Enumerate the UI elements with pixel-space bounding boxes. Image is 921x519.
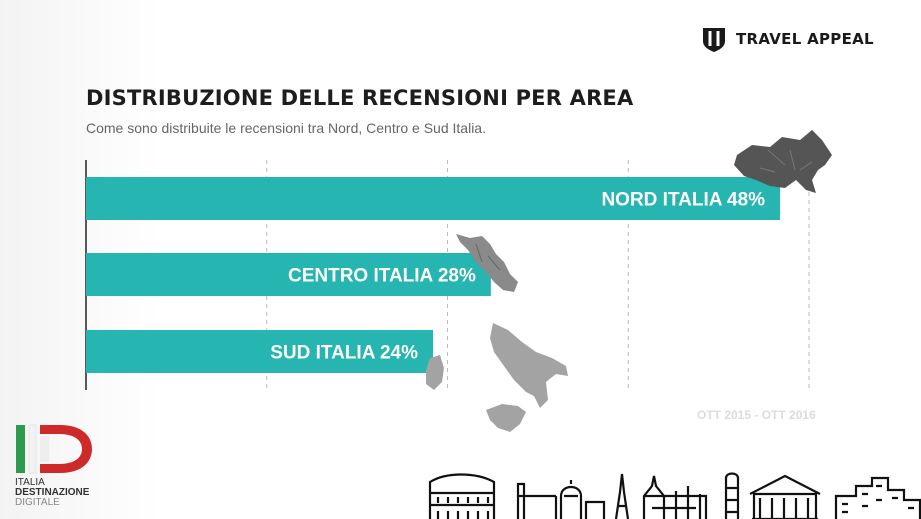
- brand-logo: TRAVEL APPEAL: [700, 25, 874, 53]
- centro-italia-map-icon: [456, 234, 518, 292]
- sud-italia-map-icon: [490, 323, 568, 408]
- bar-sud-italia: [86, 330, 434, 373]
- nord-italia-map-icon: [734, 130, 832, 193]
- bar-label-centro-italia: CENTRO ITALIA 28%: [288, 266, 476, 287]
- logo-line-3: DIGITALE: [15, 497, 60, 508]
- bar-centro-italia: [86, 253, 491, 296]
- period-label: OTT 2015 - OTT 2016: [697, 408, 816, 422]
- sardinia-map-icon: [426, 355, 444, 390]
- bar-label-sud-italia: SUD ITALIA 24%: [270, 343, 418, 364]
- bar-label-nord-italia: NORD ITALIA 48%: [601, 190, 765, 211]
- id-logo-icon: [16, 424, 92, 474]
- nord-italia-borders: [759, 149, 813, 173]
- monuments-skyline-icon: [428, 472, 921, 519]
- logo-line-2: DESTINAZIONE: [15, 487, 90, 498]
- travel-appeal-shield-icon: [703, 28, 725, 52]
- logo-line-1: ITALIA: [15, 477, 45, 488]
- centro-italia-borders: [475, 243, 501, 271]
- logo-wordmark: ITALIA DESTINAZIONE DIGITALE: [15, 478, 89, 508]
- bar-nord-italia: [86, 177, 781, 220]
- page-title: DISTRIBUZIONE DELLE RECENSIONI PER AREA: [86, 86, 634, 110]
- brand-name: TRAVEL APPEAL: [736, 30, 874, 48]
- page-subtitle: Come sono distribuite le recensioni tra …: [86, 120, 486, 136]
- sicily-map-icon: [486, 404, 526, 432]
